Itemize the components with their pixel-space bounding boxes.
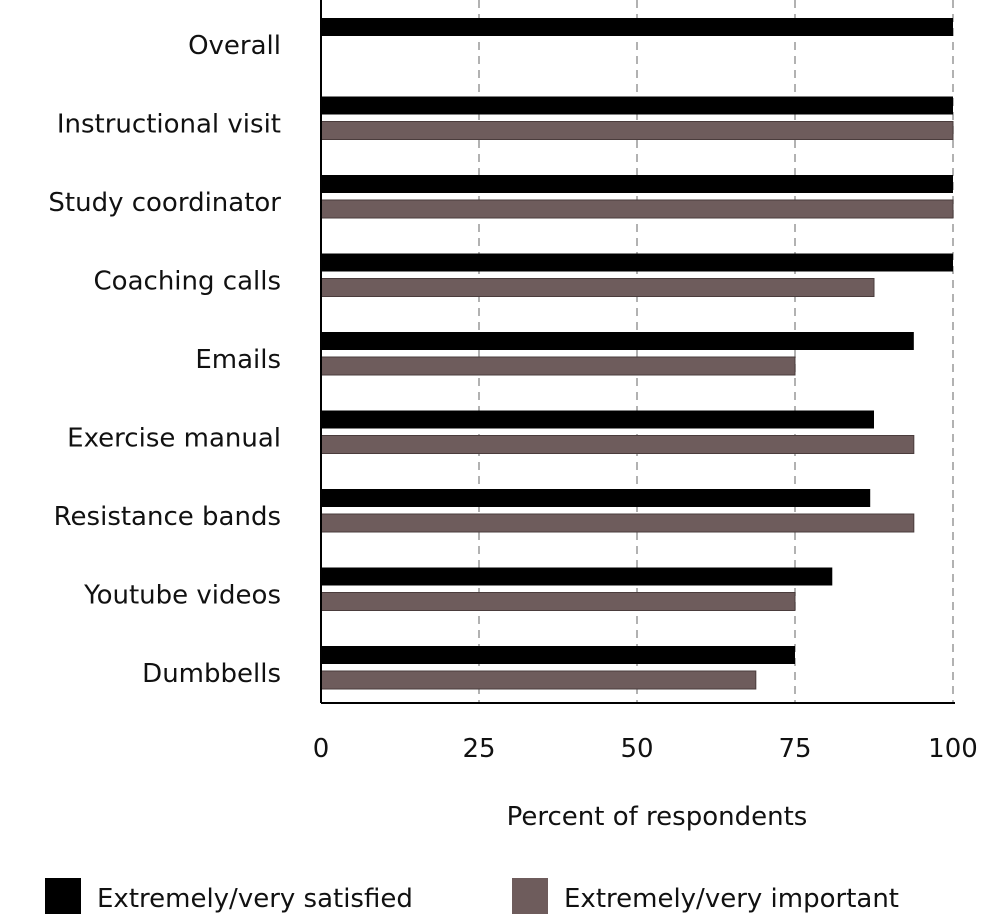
- x-axis-label: Percent of respondents: [507, 802, 808, 832]
- bar-satisfied: [321, 332, 914, 350]
- bar-satisfied: [321, 646, 795, 664]
- bar-satisfied: [321, 567, 833, 586]
- legend-swatch: [45, 878, 81, 914]
- bar-satisfied: [321, 175, 953, 193]
- x-tick-label: 75: [778, 734, 811, 764]
- bar-satisfied: [321, 489, 871, 507]
- x-tick-label: 25: [462, 734, 495, 764]
- category-label: Exercise manual: [67, 424, 281, 454]
- category-label: Study coordinator: [48, 188, 281, 218]
- category-label: Overall: [188, 31, 281, 61]
- category-label: Coaching calls: [94, 267, 281, 297]
- bar-satisfied: [321, 410, 874, 429]
- legend-swatch: [512, 878, 548, 914]
- category-label: Resistance bands: [54, 502, 281, 532]
- legend-label: Extremely/very satisfied: [97, 884, 413, 914]
- bar-important: [320, 592, 796, 611]
- category-label: Youtube videos: [83, 581, 281, 611]
- x-tick-label: 0: [313, 734, 330, 764]
- category-label: Emails: [195, 345, 281, 375]
- bar-important: [320, 513, 915, 533]
- legend-label: Extremely/very important: [564, 884, 899, 914]
- category-label: Instructional visit: [57, 110, 281, 140]
- bar-satisfied: [321, 253, 953, 272]
- x-tick-label: 50: [620, 734, 653, 764]
- bar-satisfied: [321, 96, 953, 115]
- bar-satisfied: [321, 18, 953, 36]
- bar-important: [320, 278, 875, 297]
- bar-important: [320, 435, 915, 454]
- bar-important: [320, 199, 954, 219]
- category-label: Dumbbells: [142, 659, 281, 689]
- bar-important: [320, 121, 954, 140]
- x-tick-label: 100: [928, 734, 978, 764]
- bar-important: [320, 356, 796, 376]
- bar-important: [320, 670, 757, 690]
